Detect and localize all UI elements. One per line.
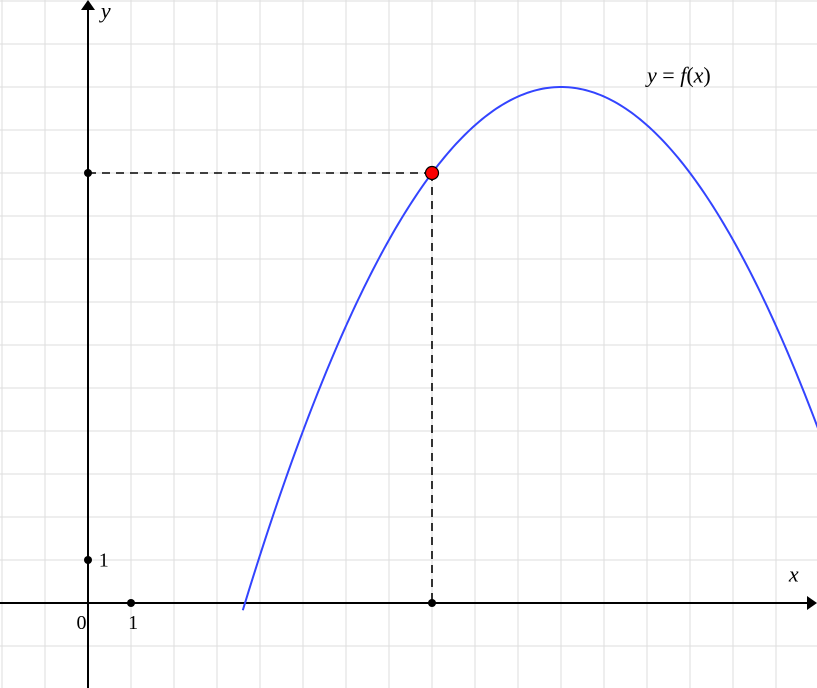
x-foot-dot — [428, 599, 436, 607]
y-foot-dot — [84, 169, 92, 177]
grid — [0, 0, 817, 688]
x-axis-label: x — [788, 562, 799, 587]
labels: 0 x y y = f(x) — [77, 0, 799, 634]
axes — [0, 0, 817, 688]
x-tick-label: 1 — [128, 612, 138, 634]
y-axis-label: y — [99, 0, 111, 23]
y-tick-label: 1 — [99, 550, 109, 572]
origin-label: 0 — [77, 612, 87, 634]
marker-point — [426, 167, 439, 180]
curve-label: y = f(x) — [645, 63, 711, 88]
unit-ticks: 11 — [84, 550, 138, 634]
curve — [243, 87, 817, 610]
marker — [84, 167, 439, 608]
function-plot: 110xyy = f(x) — [0, 0, 817, 688]
